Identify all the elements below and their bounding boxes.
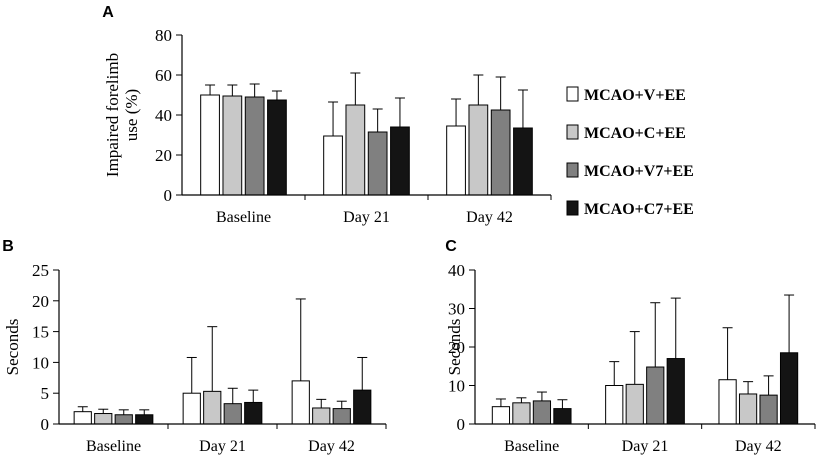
category-label: Day 42	[466, 209, 513, 226]
category-label: Baseline	[86, 438, 141, 455]
legend-entry: MCAO+V7+EE	[584, 163, 694, 180]
legend-swatch	[566, 124, 579, 140]
bar	[553, 408, 572, 425]
bar	[312, 407, 331, 425]
legend-swatch	[566, 162, 579, 178]
bar	[332, 408, 351, 425]
legend-swatch	[566, 200, 579, 216]
bar	[491, 406, 511, 425]
chart-panel-b: B Seconds 0 5 10 15 20 25 Baseline Day 21 Day 42	[2, 238, 387, 455]
bar	[73, 411, 92, 425]
bar	[532, 400, 552, 425]
bar	[605, 385, 624, 425]
bar	[94, 413, 113, 425]
y-tick-label: 20	[32, 292, 49, 311]
bar	[367, 131, 388, 196]
bar	[267, 99, 287, 196]
bar	[625, 383, 644, 425]
y-tick-label: 15	[32, 323, 49, 342]
y-tick-label: 40	[448, 261, 465, 280]
y-tick-label: 80	[155, 26, 172, 45]
bar	[223, 403, 242, 425]
bar	[244, 401, 263, 425]
bar	[446, 125, 466, 196]
category-label: Day 21	[343, 209, 390, 226]
category-label: Baseline	[216, 209, 271, 226]
legend-swatch	[566, 86, 579, 102]
bar	[222, 95, 243, 196]
category-label: Baseline	[504, 438, 559, 455]
panel-label-a: A	[102, 4, 114, 21]
y-tick-label: 20	[448, 338, 465, 357]
y-axis-title-line: use (%)	[122, 89, 141, 141]
y-axis-title-line: Impaired forelimb	[103, 53, 122, 177]
category-label: Day 21	[622, 438, 669, 455]
y-axis-title-a: Impaired forelimbuse (%)	[103, 53, 141, 177]
bar	[513, 127, 533, 196]
bar	[323, 135, 343, 196]
panel-label-c: C	[445, 238, 457, 255]
legend-entry: MCAO+C+EE	[584, 125, 686, 142]
y-tick-label: 10	[448, 377, 465, 396]
bar	[759, 394, 778, 425]
bar	[646, 366, 665, 425]
legend: MCAO+V+EE MCAO+C+EE MCAO+V7+EE MCAO+C7+EE	[566, 86, 694, 218]
bar	[244, 96, 265, 196]
bar	[200, 94, 220, 196]
y-tick-label: 25	[32, 261, 49, 280]
category-label: Day 42	[735, 438, 782, 455]
y-tick-label: 0	[41, 415, 50, 434]
y-tick-label: 30	[448, 300, 465, 319]
bar	[390, 126, 410, 196]
bar	[182, 392, 201, 425]
chart-panel-c: C Seconds 0 10 20 30 40 Baseline Day 21 Day 42	[445, 238, 816, 455]
panel-label-b: B	[2, 238, 14, 255]
bar	[353, 389, 372, 425]
bar	[512, 402, 531, 425]
bar	[291, 380, 310, 425]
y-tick-label: 40	[155, 106, 172, 125]
y-tick-label: 60	[155, 66, 172, 85]
y-tick-label: 20	[155, 146, 172, 165]
bar	[135, 414, 154, 425]
bar	[203, 390, 222, 425]
y-tick-label: 5	[41, 384, 50, 403]
category-label: Day 42	[308, 438, 355, 455]
bar	[490, 109, 511, 196]
bar	[468, 104, 489, 196]
bar	[114, 414, 133, 425]
y-axis-title-b: Seconds	[3, 319, 22, 376]
y-tick-label: 0	[164, 186, 173, 205]
y-tick-label: 0	[457, 415, 466, 434]
bar	[666, 358, 685, 425]
bar	[738, 393, 758, 425]
bar	[779, 352, 799, 425]
legend-entry: MCAO+V+EE	[584, 87, 686, 104]
bar	[718, 379, 737, 425]
legend-entry: MCAO+C7+EE	[584, 201, 694, 218]
chart-panel-a: A Impaired forelimbuse (%) 0 20 40 60 80 Baseli…	[102, 4, 552, 226]
category-label: Day 21	[199, 438, 246, 455]
y-axis-title-c: Seconds	[445, 319, 464, 376]
y-tick-label: 10	[32, 353, 49, 372]
bar	[345, 104, 366, 196]
